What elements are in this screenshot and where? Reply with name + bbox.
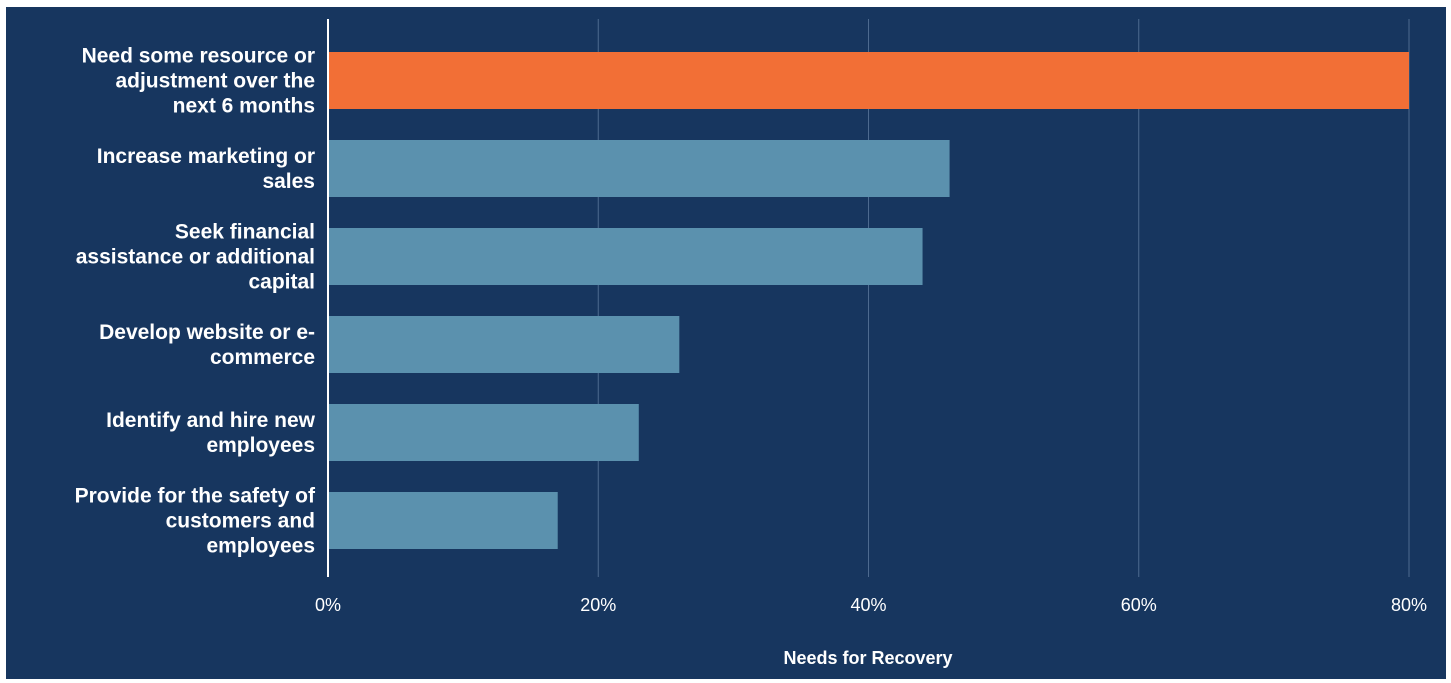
category-label-line: employees — [206, 434, 315, 457]
category-label-line: Provide for the safety of — [75, 485, 316, 508]
bar — [329, 140, 950, 197]
category-labels: Need some resource or adjustment over the… — [75, 45, 316, 558]
x-axis-title: Needs for Recovery — [783, 648, 952, 668]
horizontal-bar-chart: Need some resource or adjustment over the… — [75, 19, 1427, 668]
category-label-line: Develop website or e- — [99, 321, 315, 344]
category-label: Increase marketing or sales — [97, 145, 315, 193]
category-label-line: Seek financial — [175, 221, 315, 244]
category-label-line: commerce — [210, 346, 315, 369]
category-label-line: capital — [248, 271, 315, 294]
category-label-line: customers and — [166, 510, 315, 533]
x-tick-label: 0% — [315, 595, 341, 615]
x-tick-label: 80% — [1391, 595, 1427, 615]
category-label: Seek financial assistance or additional ca… — [76, 221, 315, 294]
category-label-line: Increase marketing or — [97, 145, 315, 168]
category-label-line: sales — [262, 170, 315, 193]
bar — [329, 52, 1409, 109]
category-label-line: Need some resource or — [82, 45, 315, 68]
x-tick-label: 60% — [1121, 595, 1157, 615]
category-label-line: employees — [206, 535, 315, 558]
category-label: Develop website or e-commerce — [99, 321, 315, 369]
bar — [329, 316, 680, 373]
category-label-line: adjustment over the — [115, 70, 315, 93]
x-tick-label: 20% — [580, 595, 616, 615]
category-label-line: Identify and hire new — [106, 409, 316, 432]
category-label: Identify and hire new employees — [106, 409, 316, 457]
chart-frame: Need some resource or adjustment over the… — [6, 7, 1446, 679]
x-tick-label: 40% — [850, 595, 886, 615]
bar — [329, 404, 639, 461]
x-tick-labels: 0% 20% 40% 60% 80% — [315, 595, 1427, 615]
bars — [329, 52, 1409, 549]
category-label-line: assistance or additional — [76, 246, 315, 269]
bar — [329, 492, 558, 549]
grid-lines — [597, 19, 1410, 577]
category-label-line: next 6 months — [173, 95, 315, 118]
category-label: Provide for the safety of customers and em… — [75, 485, 316, 558]
category-label: Need some resource or adjustment over the… — [82, 45, 315, 118]
bar — [329, 228, 923, 285]
